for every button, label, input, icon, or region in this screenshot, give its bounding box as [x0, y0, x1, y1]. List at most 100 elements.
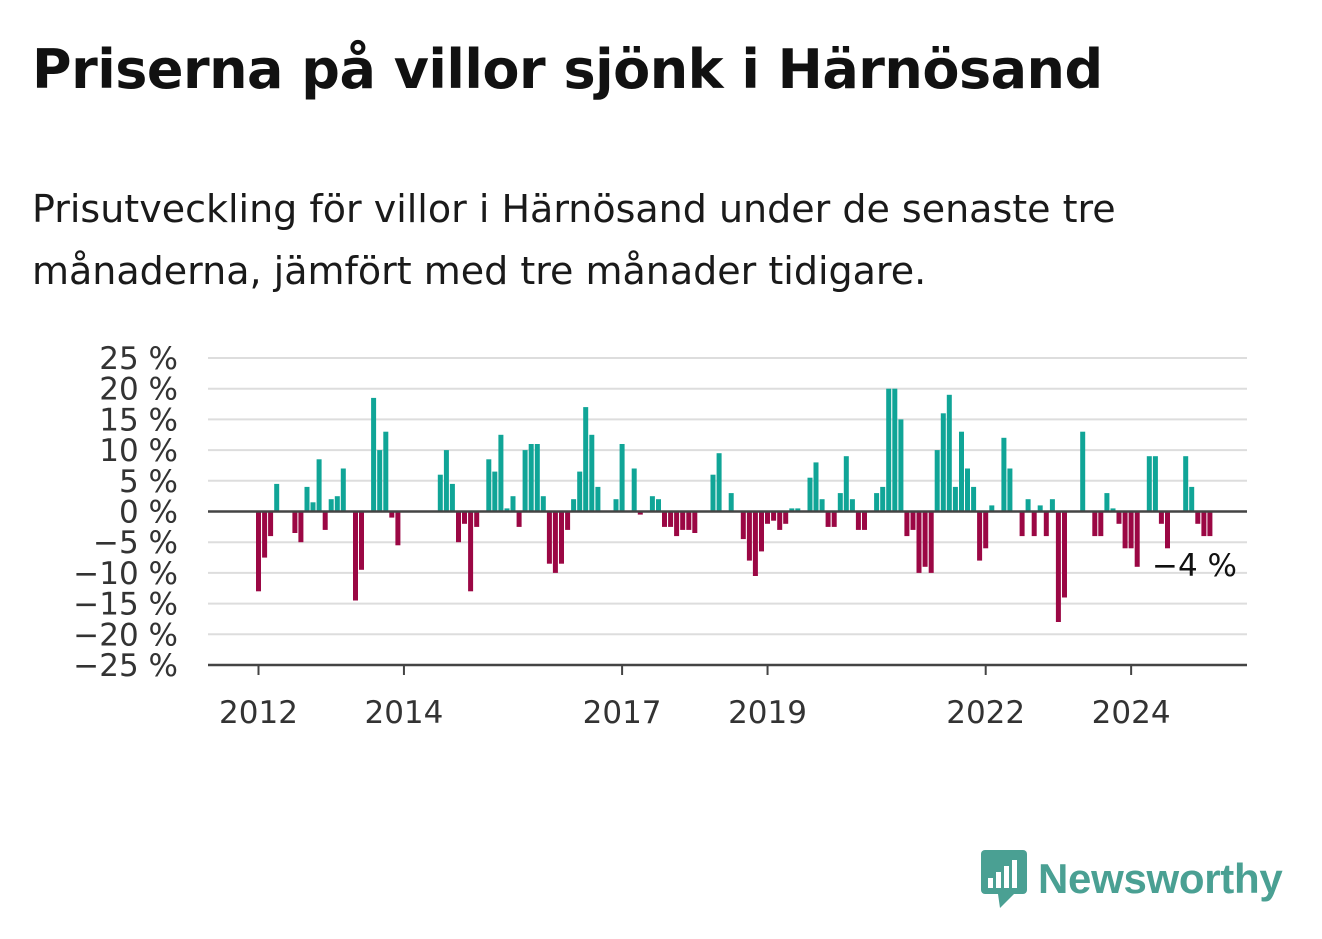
- bar: [383, 431, 389, 512]
- bar: [1207, 511, 1213, 537]
- bar: [492, 471, 498, 512]
- bar: [886, 388, 892, 512]
- bar: [934, 450, 940, 512]
- bar: [540, 496, 546, 512]
- bar: [1158, 511, 1164, 524]
- bar: [922, 511, 928, 567]
- bar: [274, 483, 280, 512]
- bar: [946, 394, 952, 512]
- bar: [843, 456, 849, 512]
- bar: [292, 511, 298, 533]
- x-tick-label: 2017: [583, 695, 662, 731]
- bar: [552, 511, 558, 573]
- bar: [916, 511, 922, 573]
- y-tick-label: 25 %: [99, 341, 178, 377]
- bar: [759, 511, 764, 552]
- annotations: −4 %: [1152, 548, 1237, 584]
- bar: [649, 496, 655, 512]
- bar: [522, 450, 528, 512]
- bar: [1195, 511, 1201, 524]
- bar: [825, 511, 831, 527]
- y-tick-label: 20 %: [99, 372, 178, 408]
- bar: [340, 468, 346, 512]
- bar: [637, 511, 643, 515]
- bar: [880, 486, 886, 512]
- bar: [1146, 456, 1152, 512]
- bar: [1007, 468, 1013, 512]
- bar: [571, 499, 577, 512]
- bar: [1104, 493, 1110, 512]
- bar: [631, 468, 637, 512]
- bar: [334, 496, 340, 512]
- y-tick-label: 0 %: [119, 495, 178, 531]
- bar: [789, 508, 795, 512]
- bar: [783, 511, 789, 524]
- y-tick-label: 10 %: [99, 433, 178, 469]
- bar: [1152, 456, 1158, 512]
- chart-title: Priserna på villor sjönk i Härnösand: [32, 38, 1103, 101]
- bar: [1062, 511, 1067, 598]
- bar: [989, 505, 995, 512]
- bar: [462, 511, 467, 524]
- bar: [752, 511, 758, 576]
- bar: [328, 499, 334, 512]
- bar: [322, 511, 328, 530]
- x-tick-label: 2012: [219, 695, 298, 731]
- bar: [1110, 508, 1116, 512]
- bar: [862, 511, 867, 530]
- bar: [304, 486, 310, 512]
- bar: [692, 511, 698, 533]
- bar: [1165, 511, 1170, 549]
- last-value-label: −4 %: [1152, 548, 1237, 584]
- bar: [680, 511, 686, 530]
- bar: [1037, 505, 1043, 512]
- bar: [1122, 511, 1128, 549]
- bar: [1134, 511, 1140, 567]
- bar: [437, 474, 443, 512]
- bar: [613, 499, 619, 512]
- bar: [686, 511, 692, 530]
- bar: [710, 474, 716, 512]
- bar: [1043, 511, 1049, 537]
- axes: [208, 510, 1247, 675]
- bar: [298, 511, 304, 543]
- y-tick-label: −20 %: [73, 617, 178, 653]
- bar: [595, 486, 601, 512]
- chart-subtitle: Prisutveckling för villor i Härnösand un…: [32, 187, 1116, 293]
- bar-chart: 25 %20 %15 %10 %5 %0 %−5 %−10 %−15 %−20 …: [73, 341, 1247, 731]
- bar: [395, 511, 401, 546]
- bar: [486, 459, 492, 512]
- bar: [983, 511, 989, 549]
- bar: [904, 511, 910, 537]
- bar: [656, 499, 661, 512]
- bar: [837, 493, 843, 512]
- bar: [959, 431, 964, 512]
- x-axis-tick-labels: 2012 2014 2017 2019 2022 2024: [219, 695, 1171, 731]
- y-tick-label: −15 %: [73, 587, 178, 623]
- bar: [510, 496, 516, 512]
- bar: [674, 511, 680, 537]
- bar: [1080, 431, 1086, 512]
- x-tick-label: 2014: [364, 695, 443, 731]
- bar: [928, 511, 934, 573]
- newsworthy-brand: Newsworthy: [980, 848, 1283, 910]
- newsworthy-logo-icon: [981, 850, 1027, 908]
- y-tick-label: 5 %: [119, 464, 178, 500]
- x-tick-label: 2019: [728, 695, 807, 731]
- bar: [831, 511, 837, 527]
- bar: [1128, 511, 1134, 549]
- bar: [971, 486, 977, 512]
- bar: [740, 511, 746, 540]
- bar: [583, 407, 589, 512]
- bar: [1183, 456, 1189, 512]
- bar: [1092, 511, 1098, 537]
- bar: [765, 511, 770, 524]
- bar: [1049, 499, 1055, 512]
- bar: [534, 444, 540, 512]
- bar: [589, 434, 595, 512]
- bar: [504, 508, 510, 512]
- bar: [359, 511, 364, 570]
- bar: [892, 388, 898, 512]
- y-tick-label: 15 %: [99, 402, 178, 438]
- bar: [874, 493, 880, 512]
